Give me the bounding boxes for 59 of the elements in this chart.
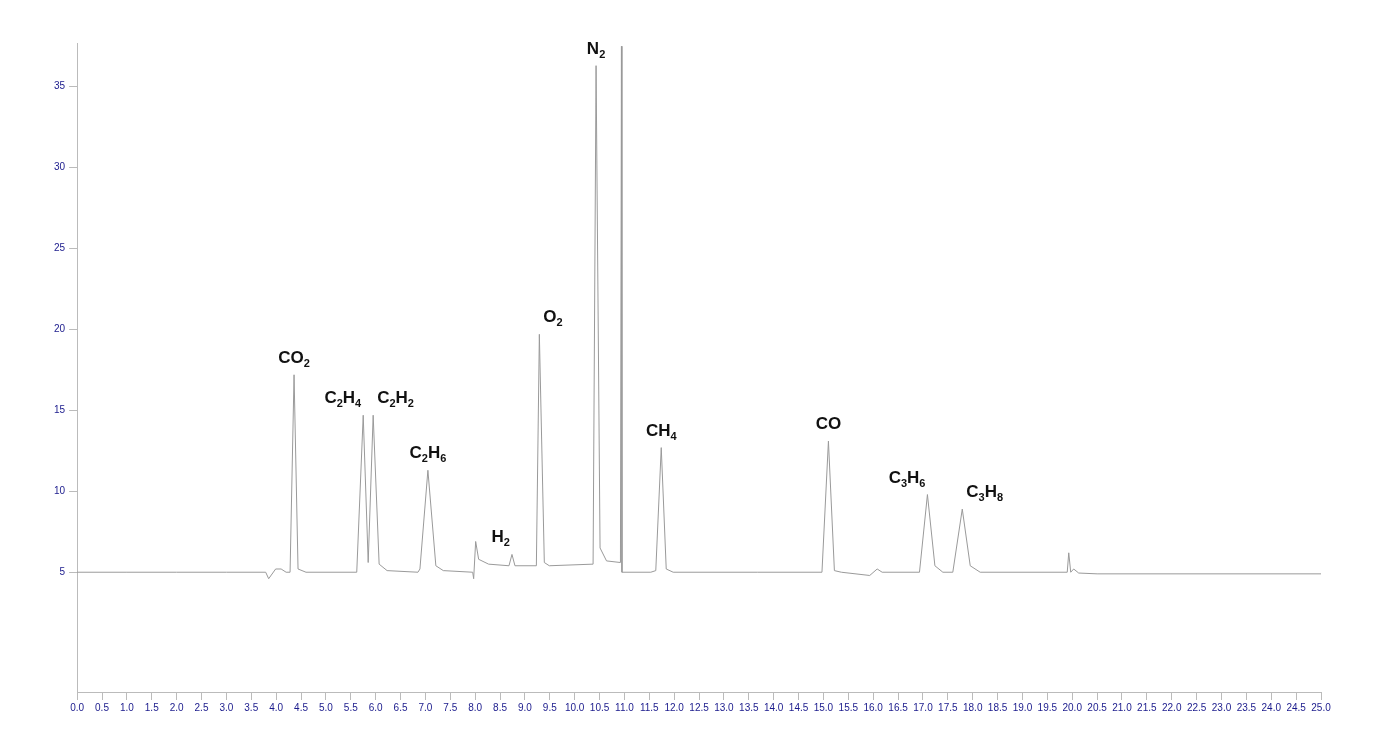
x-tick-label: 18.0 — [962, 701, 983, 713]
y-tick-label: 10 — [54, 485, 66, 497]
x-tick-label: 24.5 — [1286, 701, 1307, 713]
x-tick-label: 15.0 — [813, 701, 834, 713]
y-tick-label: 15 — [54, 404, 66, 416]
x-tick-label: 16.0 — [863, 701, 884, 713]
x-tick-label: 4.0 — [269, 701, 284, 713]
x-tick-label: 5.0 — [318, 701, 334, 713]
x-tick-label: 14.0 — [763, 701, 784, 713]
x-tick-label: 1.0 — [119, 701, 135, 713]
x-tick-label: 2.5 — [194, 701, 209, 713]
x-tick-label: 22.0 — [1162, 701, 1182, 713]
x-tick-label: 16.5 — [888, 701, 909, 713]
x-tick-label: 1.5 — [144, 701, 160, 713]
y-tick-label: 25 — [54, 242, 66, 254]
x-tick-label: 11.5 — [639, 701, 660, 713]
x-tick-label: 23.5 — [1236, 701, 1257, 713]
x-tick-label: 6.0 — [368, 701, 384, 713]
x-tick-label: 25.0 — [1311, 701, 1332, 713]
x-tick-label: 10.5 — [589, 701, 610, 713]
x-tick-label: 12.5 — [689, 701, 710, 713]
x-tick-label: 21.0 — [1112, 701, 1133, 713]
x-tick-label: 14.5 — [788, 701, 809, 713]
x-tick-label: 4.5 — [294, 701, 309, 713]
x-tick-label: 3.5 — [244, 701, 259, 713]
x-tick-label: 13.5 — [739, 701, 759, 713]
y-tick-label: 35 — [54, 80, 66, 92]
annotation: CO — [815, 414, 842, 434]
x-tick-label: 7.0 — [418, 701, 433, 713]
x-tick-label: 9.5 — [542, 701, 558, 713]
x-tick-label: 20.0 — [1062, 701, 1083, 713]
x-tick-label: 17.5 — [938, 701, 958, 713]
x-tick-label: 21.5 — [1137, 701, 1158, 713]
x-tick-label: 19.5 — [1037, 701, 1058, 713]
y-tick-label: 5 — [59, 565, 66, 577]
x-tick-label: 22.5 — [1186, 701, 1207, 713]
x-tick-label: 20.5 — [1087, 701, 1108, 713]
x-tick-label: 24.0 — [1261, 701, 1282, 713]
x-tick-label: 0.5 — [95, 701, 110, 713]
x-tick-label: 23.0 — [1211, 701, 1232, 713]
x-tick-label: 8.0 — [468, 701, 483, 713]
x-tick-label: 13.0 — [714, 701, 735, 713]
x-tick-label: 18.5 — [987, 701, 1008, 713]
x-tick-label: 10.0 — [564, 701, 585, 713]
x-tick-label: 8.5 — [493, 701, 508, 713]
x-tick-label: 6.5 — [393, 701, 408, 713]
y-tick-label: 30 — [54, 161, 66, 173]
x-tick-label: 11.0 — [615, 701, 635, 713]
x-tick-label: 2.0 — [169, 701, 185, 713]
x-tick-label: 9.0 — [517, 701, 533, 713]
x-tick-label: 15.5 — [838, 701, 859, 713]
x-tick-label: 12.0 — [664, 701, 685, 713]
x-tick-label: 5.5 — [343, 701, 359, 713]
x-tick-label: 17.0 — [913, 701, 934, 713]
x-tick-label: 19.0 — [1012, 701, 1033, 713]
x-tick-label: 3.0 — [219, 701, 234, 713]
x-tick-label: 0.0 — [70, 701, 85, 713]
x-tick-label: 7.5 — [443, 701, 458, 713]
y-tick-label: 20 — [54, 323, 66, 335]
